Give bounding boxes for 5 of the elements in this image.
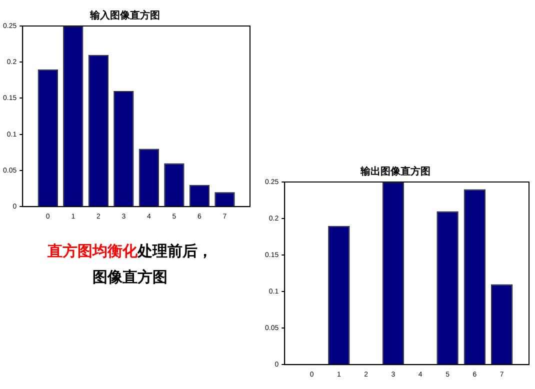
text: 图像直方图 [92, 267, 168, 288]
text: 直方图均衡化 [48, 242, 138, 260]
text: 处理前后， [138, 242, 212, 260]
chart-title: 输入图像直方图 [89, 10, 160, 22]
chart-title: 输出图像直方图 [360, 166, 430, 178]
